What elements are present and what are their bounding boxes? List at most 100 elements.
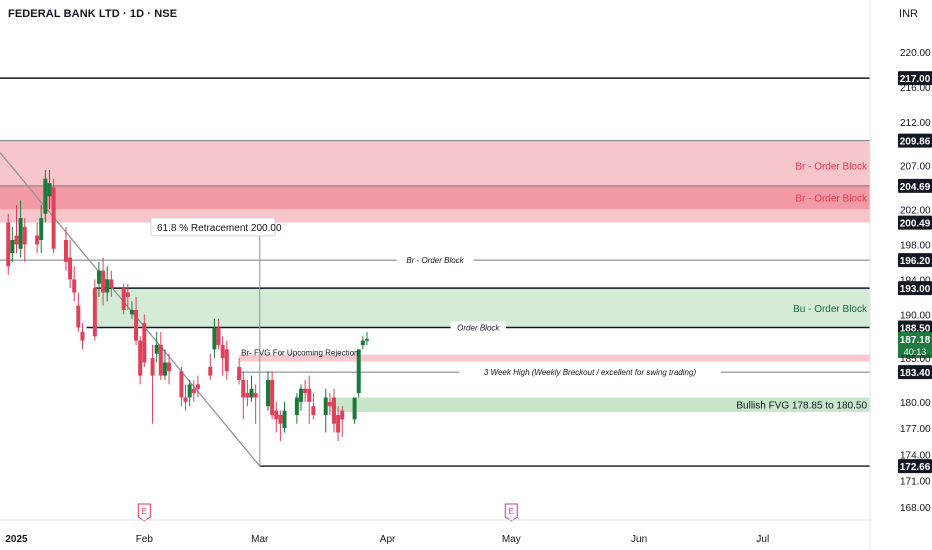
y-tick-label: 185.00 — [900, 354, 931, 365]
candle-44 — [249, 388, 254, 398]
candle-8 — [47, 183, 52, 197]
hline-label: Order Block — [457, 324, 500, 333]
candle-48 — [274, 410, 279, 420]
candle-38 — [216, 327, 221, 345]
candle-31 — [179, 371, 184, 398]
candle-47 — [270, 380, 275, 415]
candle-30 — [167, 362, 172, 372]
candle-32 — [183, 397, 188, 402]
x-tick-label: Jul — [756, 534, 769, 545]
earnings-mark: E — [509, 507, 514, 516]
price-label: 193.00 — [900, 284, 931, 295]
candle-1 — [10, 240, 15, 254]
candle-16 — [96, 270, 101, 284]
candle-27 — [154, 345, 159, 354]
y-tick-label: 212.00 — [900, 118, 931, 129]
price-label-bg — [898, 133, 932, 148]
candle-6 — [39, 218, 44, 240]
trendline — [0, 152, 261, 467]
zone-label: Br- FVG For Upcoming Rejection — [241, 349, 358, 358]
price-label: 204.69 — [900, 182, 931, 193]
candle-36 — [208, 366, 213, 376]
hline-label: 3 Week High (Weekly Breckout / excellent… — [484, 368, 697, 377]
candle-35 — [195, 384, 200, 389]
candle-5 — [35, 235, 40, 245]
candle-14 — [80, 331, 85, 341]
price-label: 196.20 — [900, 256, 931, 267]
price-label: 172.66 — [900, 462, 931, 473]
candle-49 — [278, 415, 283, 424]
candle-43 — [245, 393, 250, 398]
x-tick-label: May — [502, 534, 521, 545]
candle-64 — [364, 338, 369, 341]
candle-50 — [282, 410, 287, 429]
candle-26 — [150, 358, 155, 376]
earnings-mark: E — [142, 507, 147, 516]
price-label: 188.50 — [900, 324, 931, 335]
candle-39 — [220, 345, 225, 359]
earnings-icon — [137, 503, 151, 522]
y-tick-label: 207.00 — [900, 162, 931, 173]
y-tick-label: 171.00 — [900, 477, 931, 488]
candle-17 — [101, 270, 106, 293]
x-tick-label: Jun — [631, 534, 647, 545]
earnings-icon — [504, 503, 518, 522]
price-label: 217.00 — [900, 74, 931, 85]
price-label-bg — [898, 365, 932, 380]
candle-63 — [360, 340, 365, 345]
candle-37 — [212, 327, 217, 350]
candle-21 — [125, 292, 130, 297]
price-label-bg — [898, 459, 932, 474]
price-label: 200.49 — [900, 219, 931, 230]
candle-62 — [356, 349, 361, 394]
x-tick-label: Apr — [380, 534, 396, 545]
candle-12 — [72, 279, 77, 293]
candle-25 — [142, 323, 147, 363]
candle-40 — [224, 349, 229, 372]
candle-52 — [298, 388, 303, 402]
price-label-bg — [898, 332, 932, 359]
candle-3 — [18, 218, 23, 249]
price-label-bg — [898, 178, 932, 193]
price-label: 209.86 — [900, 137, 931, 148]
candle-59 — [336, 415, 341, 433]
price-label-bg — [898, 320, 932, 335]
candle-61 — [352, 397, 357, 420]
y-tick-label: 168.00 — [900, 503, 931, 514]
candle-60 — [340, 410, 345, 420]
candle-10 — [63, 240, 68, 262]
candle-13 — [76, 305, 81, 328]
chart-title: FEDERAL BANK LTD · 1D · NSE — [8, 8, 178, 20]
x-tick-label: Feb — [136, 534, 154, 545]
x-tick-label: 2025 — [5, 534, 28, 545]
hline-label: Br - Order Block — [406, 256, 464, 265]
candle-53 — [303, 388, 308, 394]
candle-55 — [311, 406, 316, 415]
candle-20 — [121, 288, 126, 310]
candle-33 — [187, 384, 192, 398]
candle-22 — [129, 310, 134, 315]
zone-label: Br - Order Block — [795, 194, 868, 205]
hline-label-bg — [459, 366, 721, 379]
candle-15 — [92, 288, 97, 337]
candle-58 — [331, 397, 336, 424]
candle-29 — [162, 362, 167, 376]
y-tick-label: 190.00 — [900, 310, 931, 321]
y-tick-label: 194.00 — [900, 275, 931, 286]
price-label: 187.18 — [900, 335, 931, 346]
zone-4 — [329, 397, 871, 412]
retracement-label: 61.8 % Retracement 200.00 — [157, 223, 282, 234]
zone-label: Br - Order Block — [795, 162, 868, 173]
candle-4 — [22, 226, 27, 245]
candle-57 — [327, 401, 332, 407]
candle-23 — [134, 310, 139, 341]
candle-46 — [266, 380, 271, 407]
y-tick-label: 198.00 — [900, 240, 931, 251]
zone-0 — [0, 140, 870, 223]
zone-2 — [94, 288, 871, 328]
candle-24 — [138, 340, 143, 376]
price-label-bg — [898, 281, 932, 296]
zone-label: Bu - Order Block — [793, 304, 868, 315]
y-tick-label: 174.00 — [900, 450, 931, 461]
